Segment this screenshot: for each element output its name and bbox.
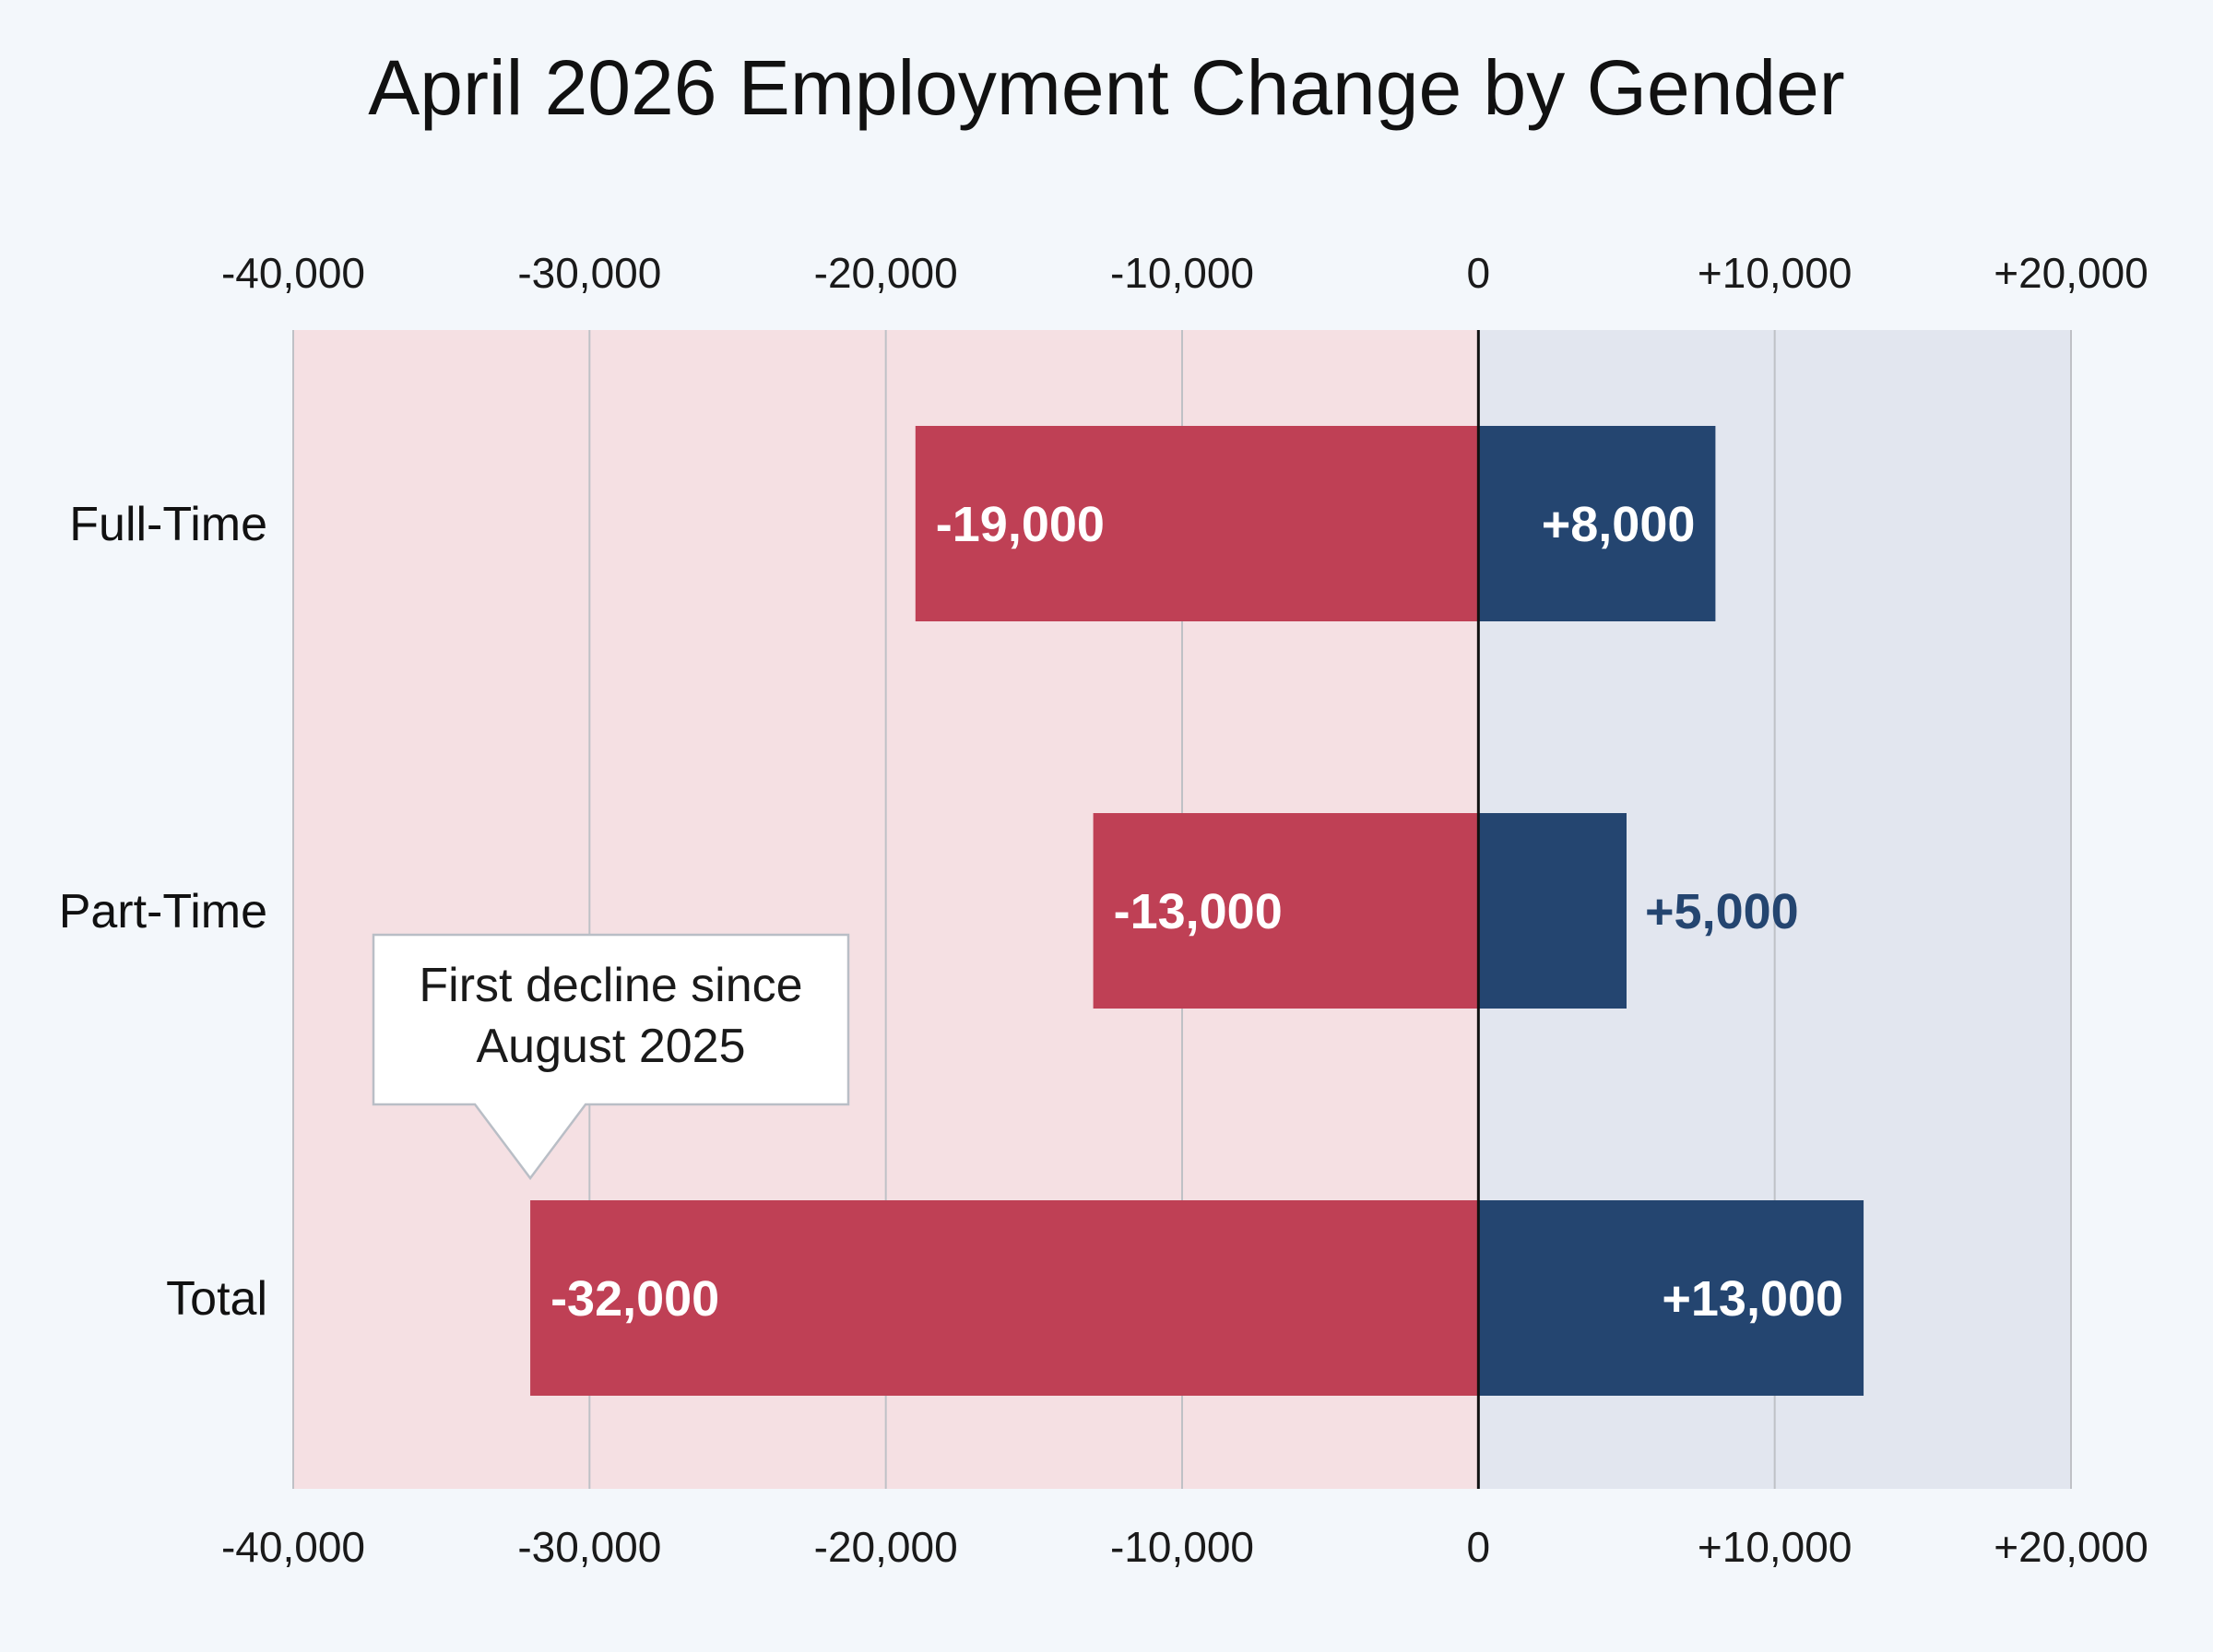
positive-bar [1478, 1200, 1864, 1396]
bar-value-label: -32,000 [550, 1271, 719, 1327]
x-tick-label-bottom: -20,000 [814, 1523, 958, 1571]
x-tick-label-bottom: 0 [1467, 1523, 1491, 1571]
x-tick-label-bottom: -40,000 [221, 1523, 365, 1571]
bar-value-label: -19,000 [936, 497, 1105, 552]
annotation-text: August 2025 [476, 1020, 745, 1073]
category-label: Total [166, 1272, 267, 1326]
negative-bar [1093, 813, 1479, 1009]
positive-bar [1478, 813, 1627, 1009]
negative-bar [915, 426, 1479, 621]
bar-value-label: -13,000 [1114, 884, 1283, 939]
bar-value-label: +5,000 [1645, 884, 1799, 939]
annotation-text: First decline since [419, 959, 802, 1012]
x-tick-label-bottom: -30,000 [517, 1523, 661, 1571]
x-tick-label-top: -10,000 [1110, 249, 1254, 297]
x-tick-label-top: -40,000 [221, 249, 365, 297]
x-tick-label-top: -30,000 [517, 249, 661, 297]
x-tick-label-top: 0 [1467, 249, 1491, 297]
x-tick-label-bottom: +20,000 [1994, 1523, 2148, 1571]
category-label: Part-Time [59, 885, 267, 938]
x-tick-label-top: +10,000 [1698, 249, 1852, 297]
bar-value-label: +13,000 [1662, 1271, 1843, 1327]
negative-bar [530, 1200, 1479, 1396]
x-tick-label-top: +20,000 [1994, 249, 2148, 297]
positive-bar [1478, 426, 1716, 621]
x-tick-label-top: -20,000 [814, 249, 958, 297]
chart-title: April 2026 Employment Change by Gender [368, 44, 1845, 131]
annotation-callout-box [372, 933, 850, 1181]
x-tick-label-bottom: +10,000 [1698, 1523, 1852, 1571]
category-label: Full-Time [69, 498, 267, 551]
x-tick-label-bottom: -10,000 [1110, 1523, 1254, 1571]
bar-value-label: +8,000 [1542, 497, 1696, 552]
